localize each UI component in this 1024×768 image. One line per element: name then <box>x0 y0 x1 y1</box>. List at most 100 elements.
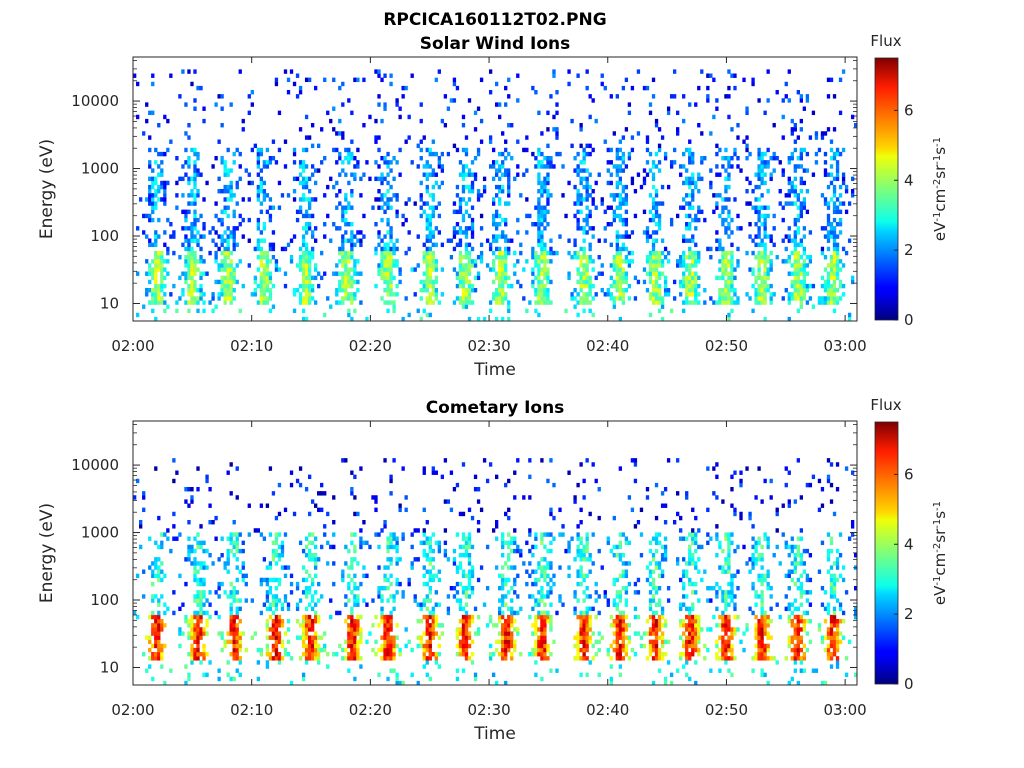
heatmap-cell <box>482 458 487 463</box>
heatmap-cell <box>799 147 803 153</box>
heatmap-cell <box>799 271 803 276</box>
heatmap-cell <box>148 271 152 276</box>
heatmap-cell <box>277 581 282 587</box>
heatmap-cell <box>359 614 363 620</box>
heatmap-cell <box>259 503 264 508</box>
heatmap-cell <box>220 106 224 111</box>
heatmap-cell <box>585 606 589 612</box>
heatmap-cell <box>389 656 393 661</box>
heatmap-cell <box>507 532 511 537</box>
heatmap-cell <box>615 288 619 293</box>
heatmap-cell <box>323 312 327 318</box>
heatmap-cell <box>501 623 505 628</box>
heatmap-cell <box>823 288 828 293</box>
heatmap-cell <box>434 288 438 293</box>
heatmap-cell <box>591 643 595 649</box>
heatmap-cell <box>232 242 236 248</box>
heatmap-cell <box>235 184 239 190</box>
heatmap-cell <box>549 458 553 463</box>
heatmap-cell <box>663 156 668 161</box>
heatmap-cell <box>757 197 761 202</box>
heatmap-cell <box>703 288 707 293</box>
heatmap-cell <box>458 565 463 570</box>
heatmap-cell <box>190 495 194 500</box>
heatmap-cell <box>618 246 622 252</box>
heatmap-cell <box>754 242 758 248</box>
heatmap-cell <box>724 271 728 276</box>
heatmap-cell <box>615 230 619 235</box>
heatmap-cell <box>654 164 659 169</box>
heatmap-cell <box>190 300 194 305</box>
heatmap-cell <box>353 308 357 314</box>
heatmap-cell <box>256 300 260 305</box>
heatmap-cell <box>476 631 481 636</box>
heatmap-cell <box>612 209 616 215</box>
heatmap-cell <box>579 553 583 558</box>
heatmap-cell <box>160 197 164 202</box>
heatmap-cell <box>461 184 466 190</box>
heatmap-cell <box>479 259 484 264</box>
heatmap-cell <box>208 614 212 620</box>
heatmap-cell <box>223 259 227 264</box>
heatmap-cell <box>422 573 426 579</box>
heatmap-cell <box>763 259 767 264</box>
heatmap-cell <box>392 292 396 297</box>
heatmap-cell <box>467 631 472 636</box>
heatmap-cell <box>507 304 511 309</box>
heatmap-cell <box>157 631 161 636</box>
heatmap-cell <box>597 548 601 554</box>
heatmap-cell <box>766 255 770 260</box>
heatmap-cell <box>733 292 737 297</box>
heatmap-cell <box>151 197 155 202</box>
heatmap-cell <box>190 267 194 272</box>
heatmap-cell <box>778 160 782 165</box>
heatmap-cell <box>829 234 834 239</box>
heatmap-cell <box>567 180 571 186</box>
heatmap-cell <box>573 557 577 562</box>
heatmap-cell <box>223 255 227 260</box>
heatmap-cell <box>268 308 273 314</box>
heatmap-cell <box>148 213 152 219</box>
heatmap-cell <box>691 172 695 177</box>
heatmap-cell <box>301 250 306 256</box>
heatmap-cell <box>691 151 695 157</box>
heatmap-cell <box>268 586 273 591</box>
heatmap-cell <box>250 102 254 107</box>
heatmap-cell <box>184 499 188 504</box>
heatmap-cell <box>208 660 212 665</box>
heatmap-cell <box>504 217 508 223</box>
heatmap-cell <box>603 590 607 595</box>
heatmap-cell <box>232 271 236 276</box>
heatmap-cell <box>543 631 547 636</box>
x-tick-label: 03:00 <box>824 337 867 355</box>
heatmap-cell <box>389 255 393 260</box>
heatmap-cell <box>543 565 547 570</box>
heatmap-cell <box>679 164 683 169</box>
heatmap-cell <box>401 222 405 227</box>
heatmap-cell <box>455 209 460 215</box>
heatmap-cell <box>570 143 574 149</box>
heatmap-cell <box>585 69 589 74</box>
heatmap-cell <box>151 193 155 198</box>
heatmap-cell <box>579 127 583 132</box>
heatmap-cell <box>452 226 457 231</box>
heatmap-cell <box>495 234 499 239</box>
heatmap-cell <box>274 606 279 612</box>
heatmap-cell <box>630 135 635 140</box>
heatmap-cell <box>422 279 426 285</box>
heatmap-cell <box>784 259 788 264</box>
heatmap-cell <box>630 180 635 186</box>
heatmap-cell <box>769 296 773 301</box>
heatmap-cell <box>341 656 345 661</box>
heatmap-cell <box>289 259 294 264</box>
heatmap-cell <box>196 487 200 492</box>
heatmap-cell <box>247 110 251 116</box>
heatmap-cell <box>371 623 375 628</box>
heatmap-cell <box>835 234 840 239</box>
heatmap-cell <box>419 213 423 219</box>
heatmap-cell <box>338 131 342 136</box>
heatmap-cell <box>271 656 276 661</box>
heatmap-cell <box>353 643 357 649</box>
heatmap-cell <box>700 156 704 161</box>
heatmap-cell <box>766 164 770 169</box>
